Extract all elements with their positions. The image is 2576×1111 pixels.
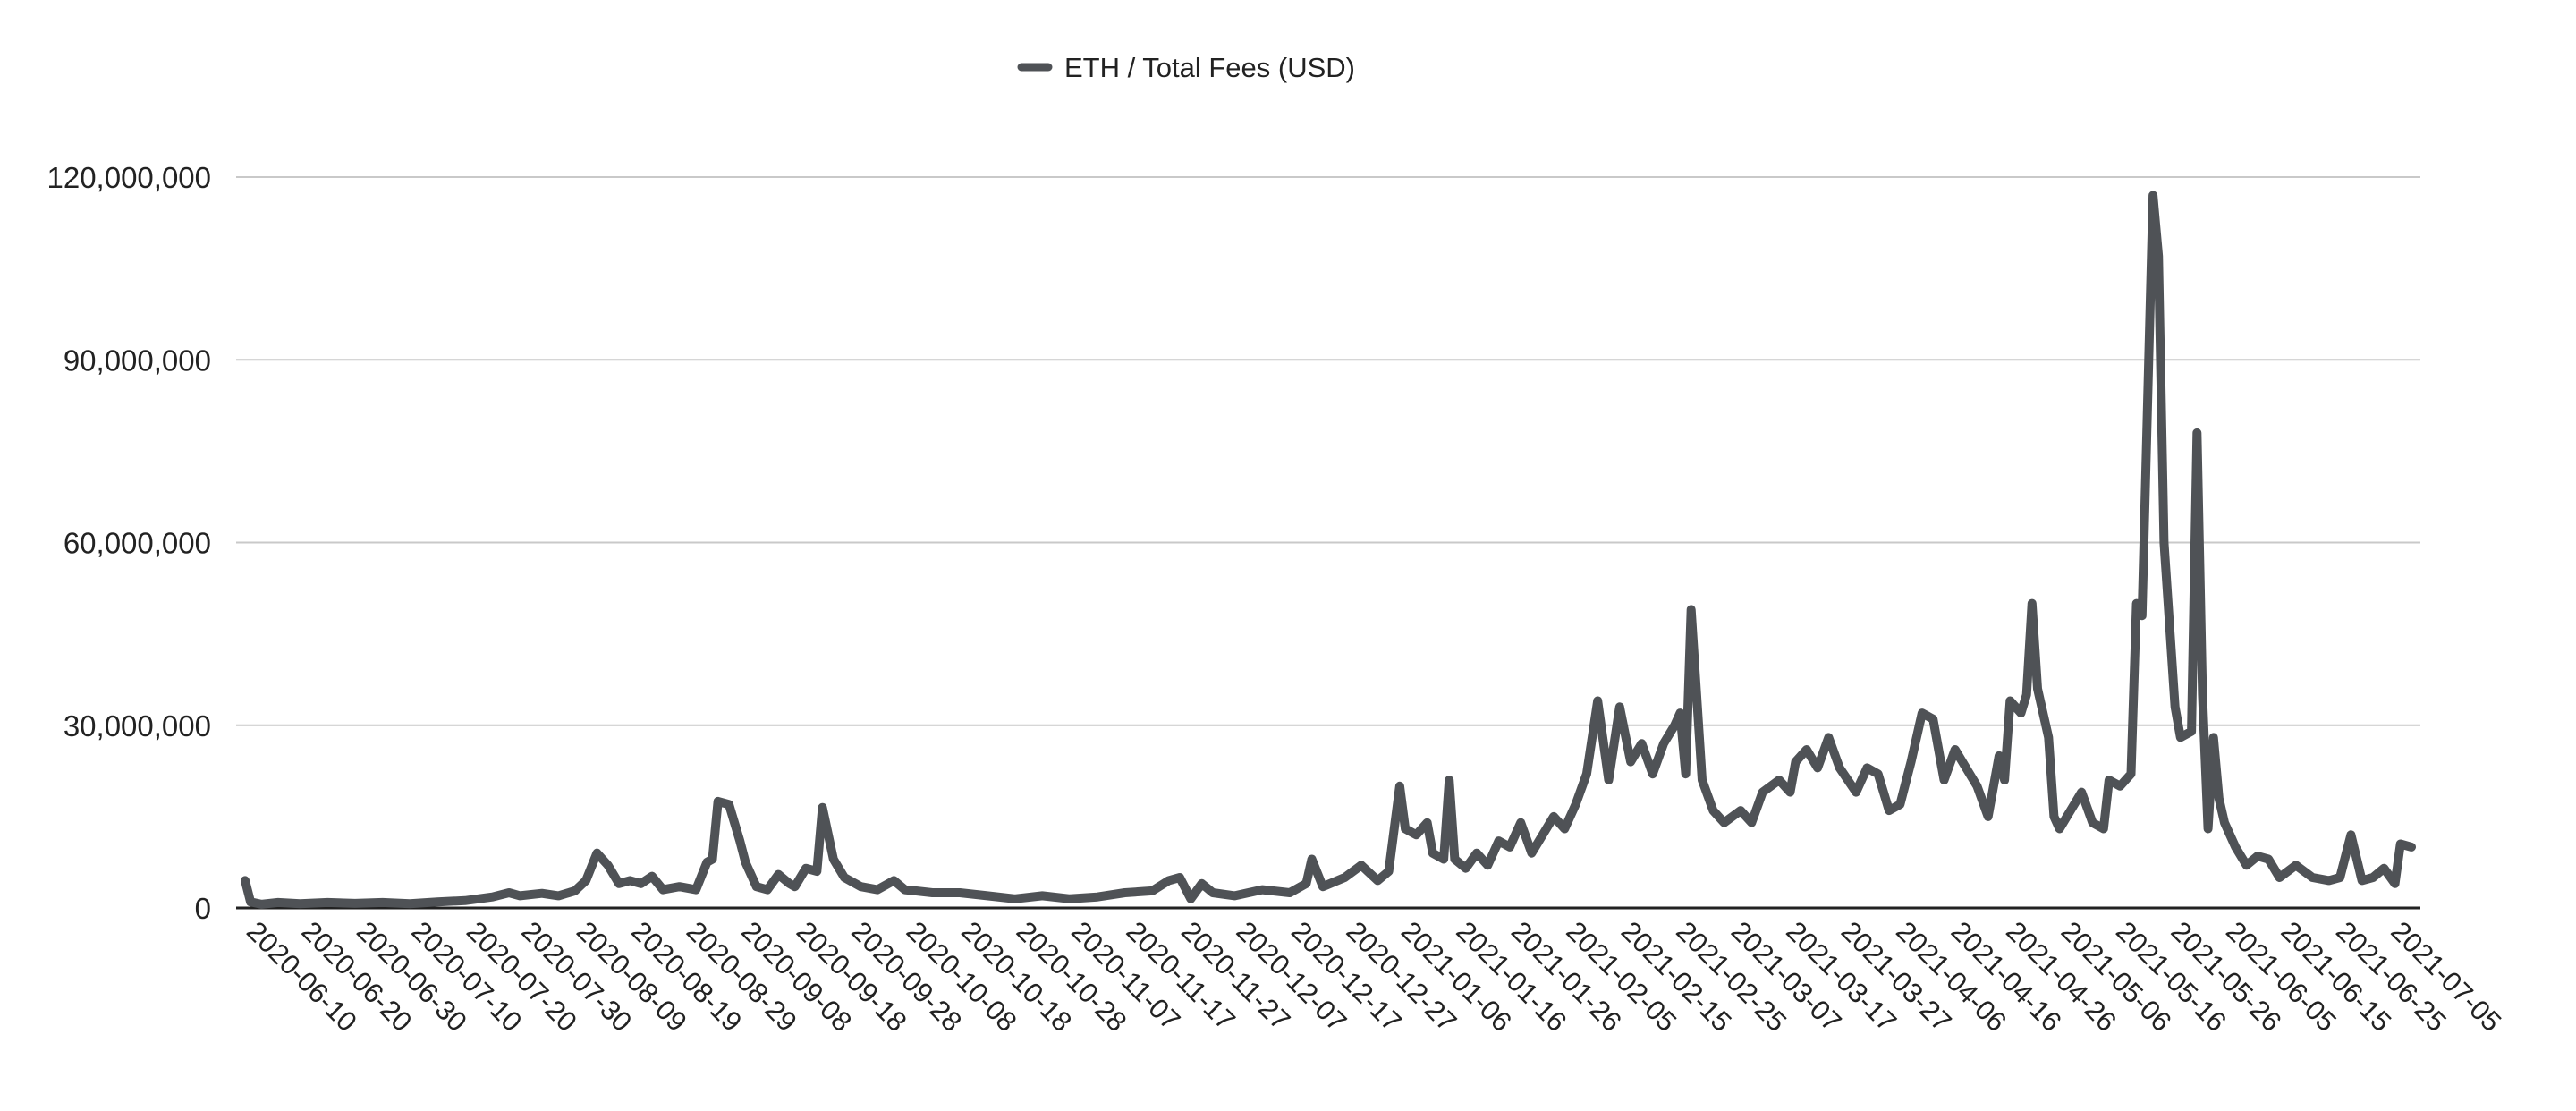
x-axis-tick-labels: 2020-06-102020-06-202020-06-302020-07-10…	[241, 915, 2507, 1038]
y-tick-label: 30,000,000	[64, 709, 211, 742]
legend: ETH / Total Fees (USD)	[1017, 52, 1355, 83]
series-line-eth-total-fees	[241, 191, 2416, 909]
y-tick-label: 60,000,000	[64, 527, 211, 560]
y-axis-tick-labels: 0 30,000,000 60,000,000 90,000,000 120,000,0…	[47, 161, 211, 925]
y-tick-label: 0	[195, 892, 211, 925]
gridlines	[236, 176, 2420, 726]
y-tick-label: 90,000,000	[64, 343, 211, 377]
y-tick-label: 120,000,000	[47, 161, 211, 194]
legend-label: ETH / Total Fees (USD)	[1064, 52, 1355, 83]
